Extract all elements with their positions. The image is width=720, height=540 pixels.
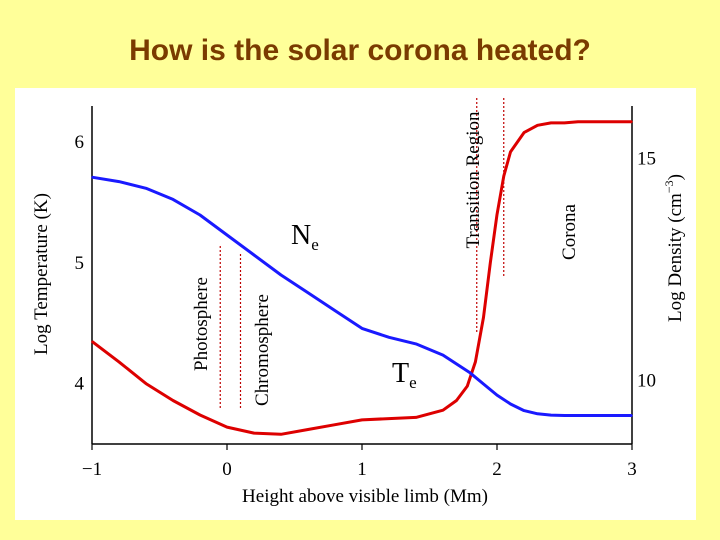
data-point-te — [536, 124, 539, 127]
data-point-te — [226, 426, 228, 428]
data-point-ne — [550, 414, 552, 416]
data-point-ne — [145, 187, 147, 190]
data-point-te — [590, 120, 593, 123]
data-point-ne — [442, 354, 444, 356]
data-point-ne — [509, 403, 512, 405]
data-point-te — [442, 409, 444, 412]
data-point-te — [361, 419, 363, 421]
region-label-chromosphere: Chromosphere — [252, 294, 273, 406]
y-tick-label-left: 5 — [75, 253, 85, 274]
y-axis-label-right-exponent: −3 — [662, 180, 676, 193]
region-label-photosphere: Photosphere — [191, 277, 212, 371]
data-point-te — [502, 175, 505, 177]
data-point-te — [563, 122, 566, 124]
data-point-te — [280, 433, 282, 436]
data-point-te — [604, 120, 606, 123]
data-point-ne — [388, 336, 390, 339]
y-axis-label-right: Log Density (cm−3) — [662, 174, 686, 322]
x-tick-label: 0 — [222, 459, 232, 480]
y-tick-label-left: 4 — [75, 374, 85, 395]
series: Te Ne — [91, 120, 633, 436]
data-point-te — [509, 151, 512, 153]
y-axis-label-right-suffix: ) — [665, 174, 686, 180]
data-point-te — [482, 316, 485, 319]
data-point-te — [388, 417, 390, 420]
data-point-ne — [563, 414, 566, 417]
data-point-ne — [253, 254, 255, 256]
x-tick-label: 2 — [492, 459, 502, 480]
region-label-transition-region: Transition Region — [463, 111, 484, 249]
data-point-te — [474, 361, 477, 363]
data-point-te — [91, 340, 93, 343]
y-tick-label-left: 6 — [75, 132, 85, 153]
data-point-te — [307, 428, 309, 431]
chart-panel: Photosphere Chromosphere Transition Region… — [15, 88, 696, 520]
data-point-ne — [172, 198, 174, 201]
data-point-ne — [415, 343, 417, 345]
data-point-ne — [536, 412, 539, 415]
y-tick-label-right: 15 — [637, 148, 656, 169]
data-point-ne — [577, 414, 579, 417]
data-point-te — [172, 399, 174, 402]
y-axis-label-right-prefix: Log Density (cm — [665, 193, 686, 322]
data-point-te — [145, 382, 147, 385]
data-point-ne — [617, 414, 620, 417]
data-point-te — [199, 414, 201, 416]
data-point-te — [617, 120, 620, 123]
series-label-te: Te — [392, 358, 417, 392]
region-markers: Photosphere Chromosphere Transition Region… — [191, 98, 580, 410]
data-point-te — [489, 262, 492, 264]
series-label-ne: Ne — [291, 220, 319, 254]
data-point-ne — [631, 414, 633, 417]
tick-labels: −1 0 1 2 3 6 5 4 15 10 — [75, 132, 657, 480]
data-point-te — [455, 399, 458, 402]
series-line-te — [91, 120, 632, 436]
data-point-ne — [590, 414, 593, 417]
data-point-te — [523, 131, 525, 134]
data-point-ne — [334, 309, 336, 312]
data-point-te — [550, 122, 552, 124]
data-point-ne — [226, 234, 228, 236]
data-point-te — [415, 416, 417, 419]
data-point-te — [496, 213, 498, 216]
data-point-ne — [118, 180, 120, 183]
x-tick-label: −1 — [82, 459, 102, 480]
data-point-ne — [469, 372, 471, 374]
x-axis-label: Height above visible limb (Mm) — [242, 486, 488, 507]
series-line-ne — [91, 175, 632, 417]
data-point-ne — [280, 274, 282, 276]
x-tick-label: 3 — [627, 459, 637, 480]
data-point-ne — [604, 414, 606, 417]
y-tick-label-right: 10 — [637, 371, 656, 392]
data-point-ne — [307, 291, 309, 294]
data-point-ne — [199, 214, 201, 216]
data-point-ne — [523, 409, 525, 412]
data-point-te — [466, 385, 469, 387]
slide-title: How is the solar corona heated? — [129, 34, 591, 67]
chart: Photosphere Chromosphere Transition Region… — [31, 98, 686, 507]
axes — [91, 106, 633, 445]
data-point-ne — [91, 176, 93, 178]
data-point-te — [577, 120, 579, 123]
data-point-ne — [496, 394, 498, 396]
data-point-ne — [482, 383, 485, 385]
x-tick-label: 1 — [357, 459, 367, 480]
data-point-te — [118, 361, 120, 363]
region-label-corona: Corona — [559, 203, 580, 260]
y-axis-label-left: Log Temperature (K) — [31, 193, 52, 355]
data-point-te — [253, 432, 255, 434]
data-point-te — [334, 423, 336, 426]
data-point-te — [631, 120, 633, 123]
data-point-ne — [361, 327, 363, 330]
